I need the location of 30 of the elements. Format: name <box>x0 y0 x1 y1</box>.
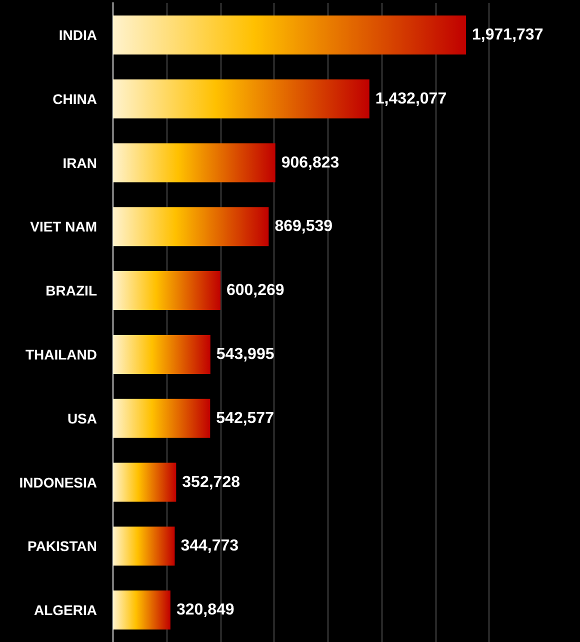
y-tick-label: PAKISTAN <box>28 538 97 554</box>
data-label: 320,849 <box>176 602 234 619</box>
y-tick-label: USA <box>67 410 97 426</box>
bar <box>113 398 210 438</box>
bar <box>113 526 175 566</box>
bar <box>113 462 176 502</box>
y-tick-label: ALGERIA <box>34 602 97 618</box>
bar <box>113 143 276 182</box>
bar <box>113 590 170 630</box>
data-label: 352,728 <box>182 474 240 491</box>
data-label: 543,995 <box>216 346 274 363</box>
data-label: 906,823 <box>281 154 340 172</box>
y-tick-label: INDIA <box>58 26 97 43</box>
bar <box>113 79 370 118</box>
bar <box>113 334 210 374</box>
data-label: 344,773 <box>180 538 239 555</box>
bar <box>113 15 466 54</box>
bar <box>113 271 220 310</box>
y-tick-label: VIET NAM <box>30 218 97 235</box>
data-label: 869,539 <box>274 218 333 236</box>
data-label: 1,432,077 <box>375 90 447 108</box>
y-tick-label: CHINA <box>52 90 97 107</box>
bar <box>113 207 269 246</box>
y-tick-label: THAILAND <box>25 346 97 362</box>
data-label: 600,269 <box>226 282 284 300</box>
y-tick-label: INDONESIA <box>19 474 97 490</box>
y-tick-label: BRAZIL <box>46 282 98 299</box>
data-label: 542,577 <box>216 410 274 427</box>
data-label: 1,971,737 <box>472 26 544 44</box>
y-tick-label: IRAN <box>62 154 97 171</box>
